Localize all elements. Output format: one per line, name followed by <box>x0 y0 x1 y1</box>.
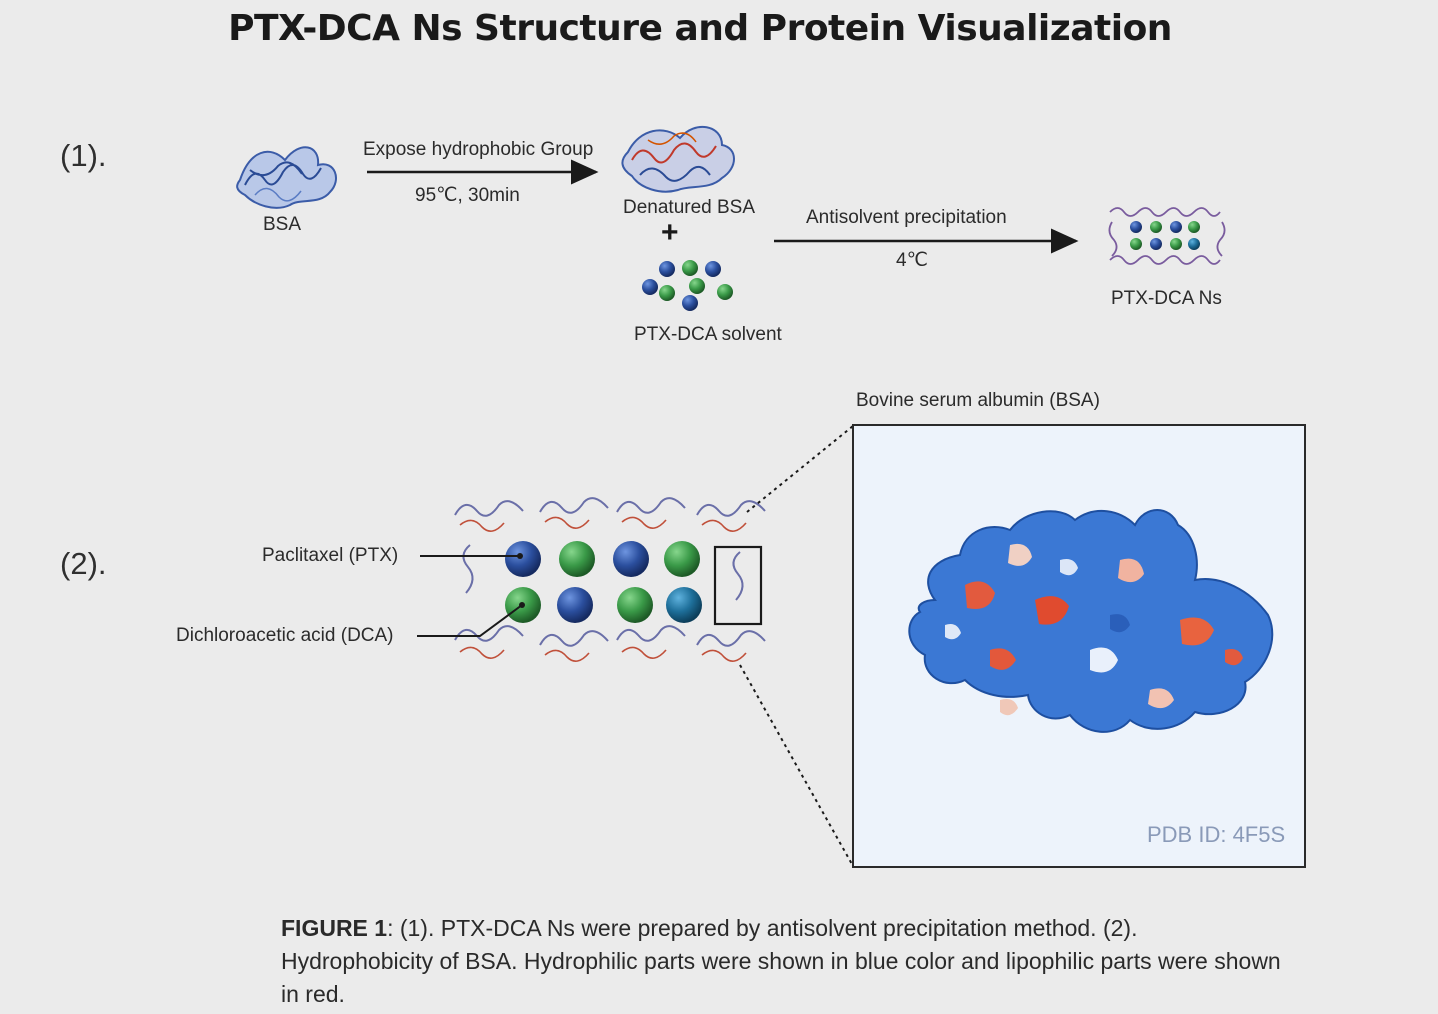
step-2-marker: (2). <box>60 546 107 581</box>
arrow2-bottom-label: 4℃ <box>896 250 928 271</box>
denatured-bsa-label: Denatured BSA <box>623 197 756 218</box>
arrow1-top-label: Expose hydrophobic Group <box>363 139 594 160</box>
zoom-selection-box <box>713 545 763 626</box>
ptx-leader-dot <box>517 553 523 559</box>
ptx-label: Paclitaxel (PTX) <box>262 545 399 566</box>
product-label: PTX-DCA Ns <box>1111 288 1222 309</box>
inset-title: Bovine serum albumin (BSA) <box>856 390 1100 411</box>
ptx-dca-ns-icon <box>1108 207 1226 265</box>
teal-sphere <box>666 587 702 623</box>
dca-leader-dot <box>519 602 525 608</box>
ptx-sphere <box>557 587 593 623</box>
bsa-surface-render <box>908 509 1274 733</box>
step-1-marker: (1). <box>60 138 107 173</box>
pdb-id-label: PDB ID: 4F5S <box>1147 822 1286 847</box>
ptx-sphere <box>505 541 541 577</box>
dca-label: Dichloroacetic acid (DCA) <box>176 625 394 646</box>
ptx-sphere <box>613 541 649 577</box>
dca-sphere <box>559 541 595 577</box>
denatured-bsa-icon <box>621 125 735 193</box>
figure-title: PTX-DCA Ns Structure and Protein Visuali… <box>228 8 1172 49</box>
zoom-line-top <box>746 425 854 513</box>
caption-text: : (1). PTX-DCA Ns were prepared by antis… <box>281 915 1281 1007</box>
plus-sign: + <box>661 216 679 249</box>
arrow1-bottom-label: 95℃, 30min <box>415 185 520 206</box>
solvent-spheres <box>642 260 733 311</box>
zoom-line-bottom <box>739 664 854 867</box>
dca-leader-line <box>417 604 523 637</box>
figure-caption: FIGURE 1: (1). PTX-DCA Ns were prepared … <box>281 912 1281 1011</box>
dca-sphere <box>617 587 653 623</box>
solvent-label: PTX-DCA solvent <box>634 324 782 345</box>
nanoparticle-protein-shell <box>454 497 766 662</box>
bsa-label: BSA <box>263 214 302 235</box>
caption-bold: FIGURE 1 <box>281 915 388 941</box>
bsa-protein-icon <box>236 146 337 209</box>
dca-sphere <box>664 541 700 577</box>
arrow2-top-label: Antisolvent precipitation <box>806 207 1007 228</box>
